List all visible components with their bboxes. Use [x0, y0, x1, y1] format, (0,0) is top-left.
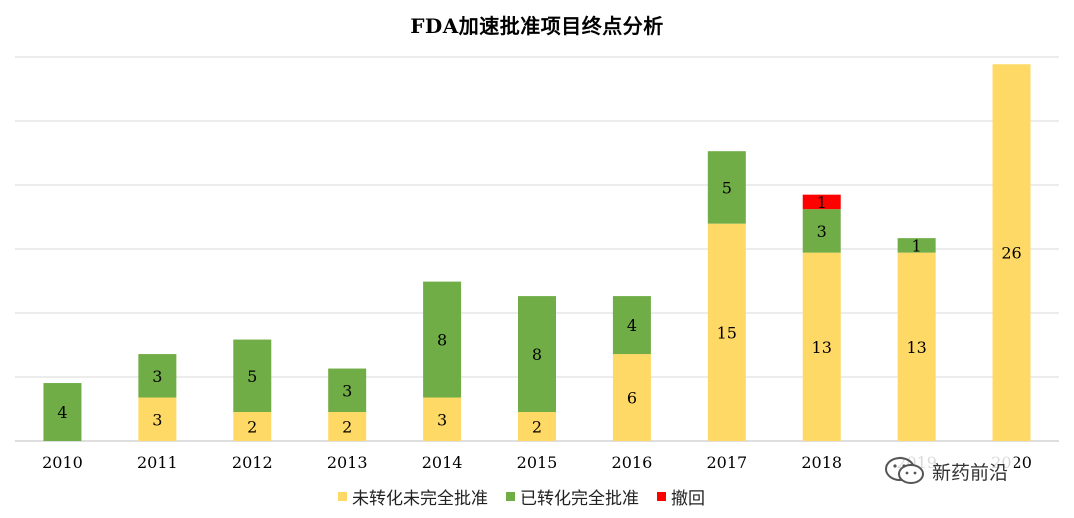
data-label: 13: [812, 338, 832, 357]
x-tick-label: 2014: [422, 453, 463, 472]
legend-swatch: [506, 492, 515, 501]
legend-label: 已转化完全批准: [520, 489, 639, 509]
data-label: 3: [152, 367, 162, 386]
data-label: 3: [342, 381, 352, 400]
legend-swatch: [657, 492, 666, 501]
x-tick-label: 2013: [327, 453, 368, 472]
data-label: 3: [817, 222, 827, 241]
data-label: 15: [717, 323, 737, 342]
data-label: 8: [532, 345, 542, 364]
chart-title: FDA加速批准项目终点分析: [410, 14, 664, 38]
bar-segment: [138, 354, 177, 398]
bar-segment: [992, 64, 1031, 441]
x-tick-label: 2012: [232, 453, 273, 472]
data-label: 5: [722, 178, 732, 197]
x-tick-label: 2016: [612, 453, 653, 472]
bar-segment: [518, 296, 556, 413]
watermark: 新药前沿: [880, 454, 1015, 488]
bar-segment: [423, 281, 462, 398]
bar-segment: [707, 151, 746, 224]
watermark-text: 新药前沿: [932, 461, 1009, 484]
bar-segment: [897, 238, 936, 253]
data-label: 4: [627, 316, 637, 335]
x-tick-label: 2018: [801, 453, 842, 472]
data-label: 6: [627, 389, 637, 408]
bar-segment: [707, 223, 746, 441]
wechat-icon: [885, 457, 924, 484]
data-label: 3: [152, 410, 162, 429]
bar-segment: [612, 354, 651, 441]
x-tick-label: 2017: [706, 453, 747, 472]
bar-segment: [233, 412, 272, 441]
data-label: 5: [247, 367, 257, 386]
data-label: 1: [912, 236, 922, 255]
data-label: 26: [1001, 244, 1021, 263]
x-tick-label: 2010: [42, 453, 83, 472]
bar-segment: [612, 296, 651, 355]
bar-segment: [43, 383, 82, 441]
legend-label: 撤回: [671, 489, 705, 509]
x-tick-label: 2011: [137, 453, 178, 472]
bars: 4 3 3 2 5 2 3 3 8 2 8 6 4 15 5 13 3 1 13 1 26: [43, 64, 1031, 441]
bar-segment: [897, 252, 936, 441]
data-label: 4: [57, 403, 67, 422]
legend-label: 未转化未完全批准: [352, 489, 488, 509]
x-tick-label: 2015: [517, 453, 558, 472]
data-label: 3: [437, 410, 447, 429]
data-label: 2: [247, 418, 257, 437]
bar-segment: [802, 209, 841, 253]
legend-item: 未转化未完全批准: [338, 484, 488, 509]
bar-segment: [328, 368, 367, 413]
bar-segment: [802, 194, 841, 210]
data-label: 2: [532, 418, 542, 437]
legend-item: 撤回: [657, 484, 705, 509]
bar-segment: [138, 397, 177, 441]
bar-segment: [802, 252, 841, 441]
legend: 未转化未完全批准 已转化完全批准 撤回: [338, 484, 723, 509]
legend-swatch: [338, 492, 347, 501]
bar-segment: [233, 339, 272, 413]
bar-segment: [328, 412, 367, 441]
bar-segment: [423, 397, 462, 441]
data-label: 8: [437, 331, 447, 350]
data-label: 2: [342, 418, 352, 437]
legend-item: 已转化完全批准: [506, 484, 639, 509]
data-label: 13: [906, 338, 926, 357]
bar-segment: [518, 412, 556, 441]
data-label: 1: [817, 193, 827, 212]
